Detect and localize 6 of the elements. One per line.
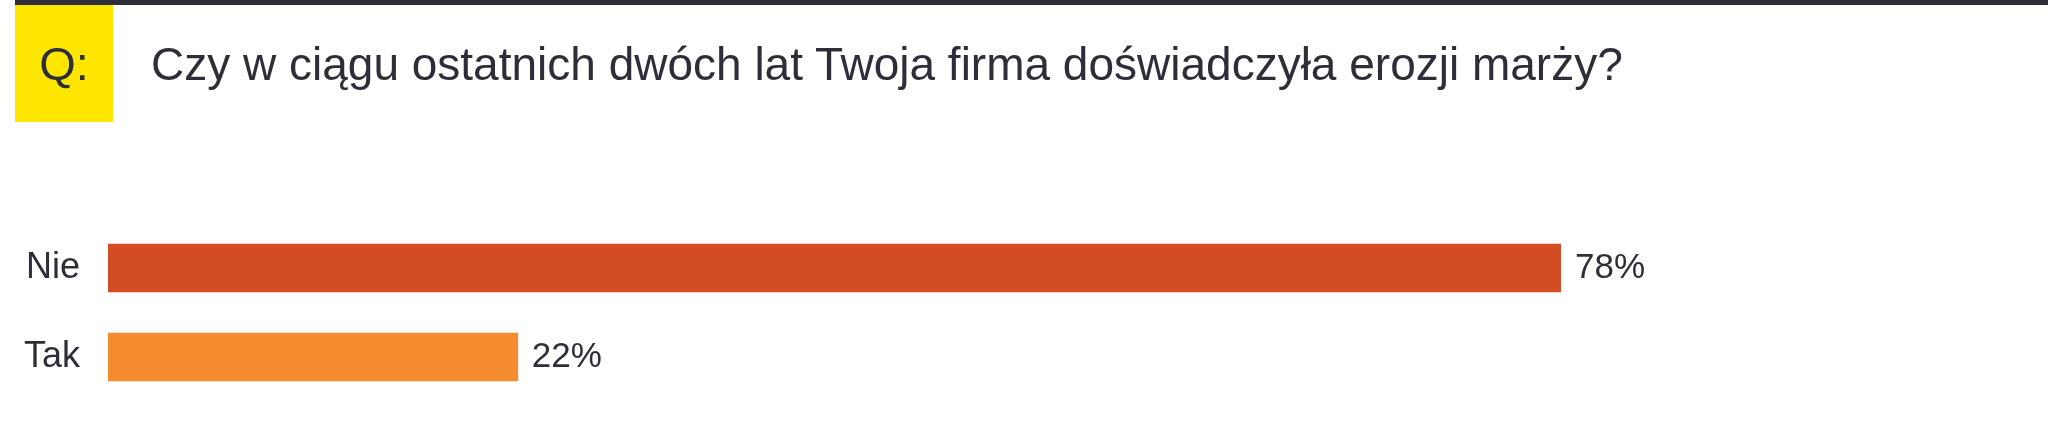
data-label: 78% — [1575, 245, 1646, 285]
y-tick-label: Nie — [25, 244, 80, 286]
y-tick-label: Tak — [23, 333, 81, 375]
data-label: 22% — [531, 334, 602, 374]
badge: Q: — [15, 5, 113, 122]
chart-title: Czy w ciągu ostatnich dwóch lat Twoja firma doświadczyła erozji marży? — [151, 38, 1623, 90]
